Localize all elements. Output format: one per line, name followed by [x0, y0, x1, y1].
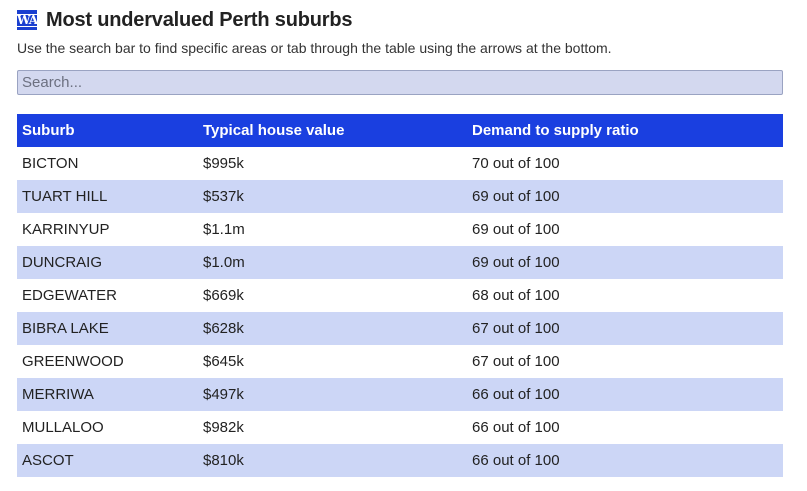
cell-house-value: $497k	[198, 378, 467, 411]
cell-suburb: MERRIWA	[17, 378, 198, 411]
column-header-suburb[interactable]: Suburb	[17, 114, 198, 147]
page-subtitle: Use the search bar to find specific area…	[17, 40, 612, 56]
cell-demand-ratio: 66 out of 100	[467, 444, 783, 477]
cell-suburb: MULLALOO	[22, 419, 104, 436]
cell-demand-ratio: 67 out of 100	[472, 353, 560, 370]
table-row: BICTON $995k 70 out of 100	[17, 147, 783, 180]
cell-house-value: $537k	[198, 180, 467, 213]
cell-suburb: DUNCRAIG	[17, 246, 198, 279]
table-row: BIBRA LAKE $628k 67 out of 100	[17, 312, 783, 345]
table-row: KARRINYUP $1.1m 69 out of 100	[17, 213, 783, 246]
table-header-row: Suburb Typical house value Demand to sup…	[17, 114, 783, 147]
table-row: MERRIWA $497k 66 out of 100	[17, 378, 783, 411]
cell-house-value: $995k	[203, 155, 244, 172]
page-title: Most undervalued Perth suburbs	[46, 8, 353, 31]
cell-suburb: TUART HILL	[17, 180, 198, 213]
cell-demand-ratio: 69 out of 100	[467, 180, 783, 213]
cell-demand-ratio: 69 out of 100	[467, 246, 783, 279]
cell-suburb: KARRINYUP	[22, 221, 110, 238]
cell-house-value: $628k	[198, 312, 467, 345]
cell-demand-ratio: 67 out of 100	[467, 312, 783, 345]
table-row: ASCOT $810k 66 out of 100	[17, 444, 783, 477]
cell-suburb: EDGEWATER	[22, 287, 118, 304]
cell-demand-ratio: 69 out of 100	[472, 221, 560, 238]
cell-house-value: $1.0m	[198, 246, 467, 279]
publisher-logo-icon: WA	[15, 10, 38, 30]
table-widget: WA Most undervalued Perth suburbs Use th…	[15, 8, 783, 477]
cell-demand-ratio: 70 out of 100	[472, 155, 560, 172]
column-header-house-value[interactable]: Typical house value	[198, 114, 467, 147]
search-input[interactable]	[17, 70, 783, 95]
cell-suburb: ASCOT	[17, 444, 198, 477]
title-row: WA Most undervalued Perth suburbs	[15, 8, 783, 32]
table-row: EDGEWATER $669k 68 out of 100	[17, 279, 783, 312]
cell-demand-ratio: 66 out of 100	[472, 419, 560, 436]
cell-house-value: $982k	[203, 419, 244, 436]
cell-suburb: BICTON	[22, 155, 79, 172]
table-row: GREENWOOD $645k 67 out of 100	[17, 345, 783, 378]
cell-suburb: GREENWOOD	[22, 353, 124, 370]
cell-suburb: BIBRA LAKE	[17, 312, 198, 345]
table-row: MULLALOO $982k 66 out of 100	[17, 411, 783, 444]
cell-house-value: $669k	[203, 287, 244, 304]
column-header-demand-ratio[interactable]: Demand to supply ratio	[467, 114, 783, 147]
suburbs-table: Suburb Typical house value Demand to sup…	[17, 114, 783, 477]
table-row: DUNCRAIG $1.0m 69 out of 100	[17, 246, 783, 279]
cell-demand-ratio: 68 out of 100	[472, 287, 560, 304]
cell-house-value: $645k	[203, 353, 244, 370]
cell-house-value: $810k	[198, 444, 467, 477]
table-row: TUART HILL $537k 69 out of 100	[17, 180, 783, 213]
cell-house-value: $1.1m	[203, 221, 245, 238]
cell-demand-ratio: 66 out of 100	[467, 378, 783, 411]
